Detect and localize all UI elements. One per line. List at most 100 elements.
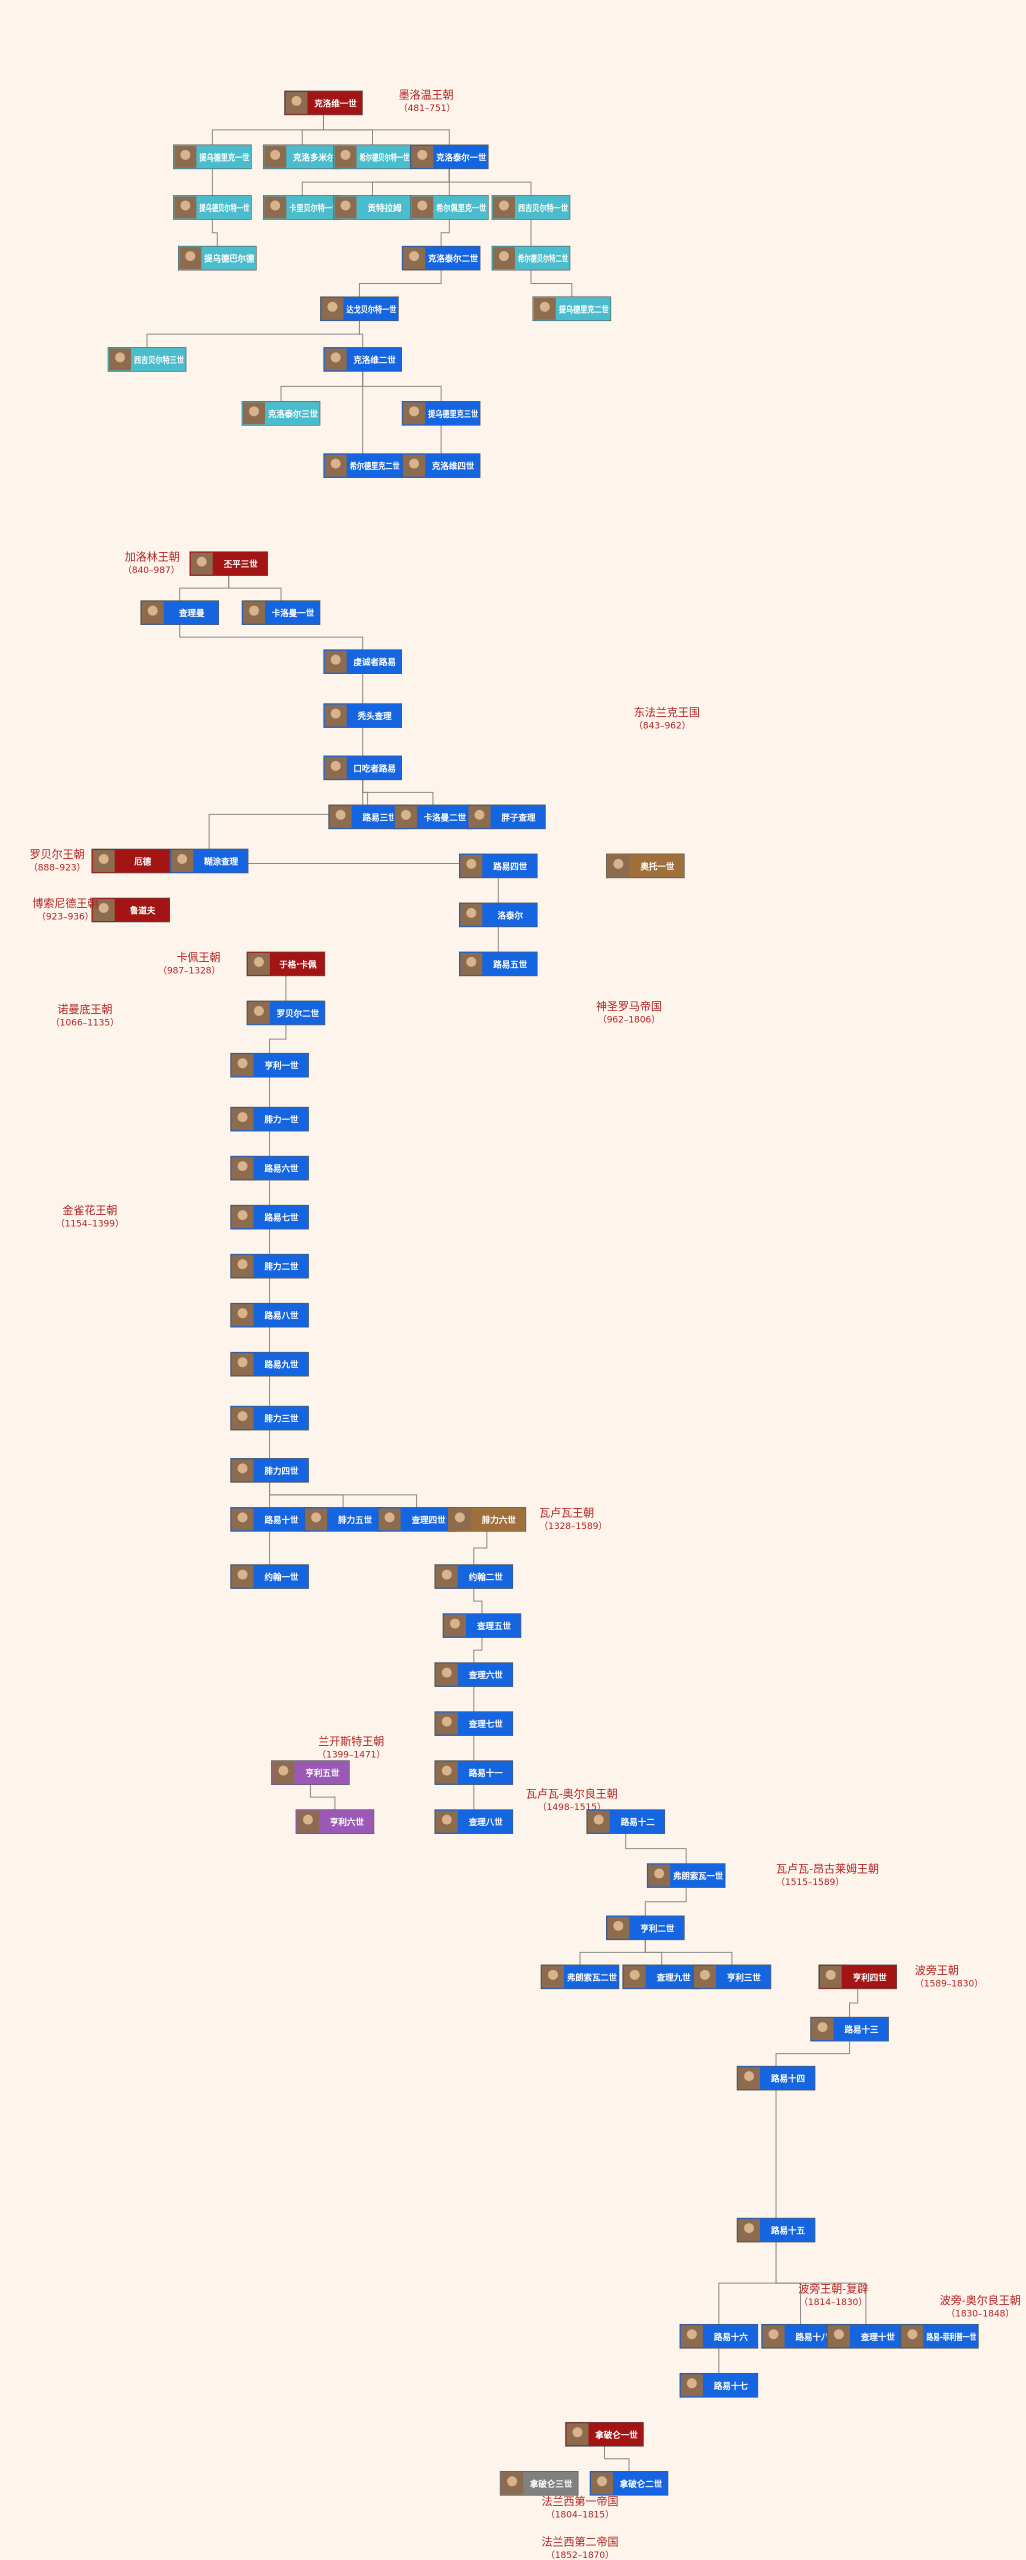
monarch-name: 厄德 xyxy=(134,856,152,867)
monarch-node: 卡洛曼二世 xyxy=(393,804,473,830)
monarch-name: 路易十三 xyxy=(845,2025,880,2036)
monarch-node: 西吉贝尔特三世 xyxy=(107,347,187,372)
monarch-node: 路易三世 xyxy=(328,804,407,830)
connector xyxy=(579,1939,646,1965)
portrait-face xyxy=(237,1512,248,1523)
dynasty-name: 卡佩王朝 xyxy=(177,950,221,964)
dynasty-years: （1515–1589） xyxy=(776,1877,844,1888)
monarch-name: 查理曼 xyxy=(178,608,205,619)
monarch-name: 克洛泰尔二世 xyxy=(428,254,478,265)
portrait-face xyxy=(613,858,624,869)
portrait-face xyxy=(335,809,346,820)
monarch-node: 路易十三 xyxy=(810,2016,889,2042)
portrait-face xyxy=(507,2476,518,2487)
dynasty-name: 波旁王朝 xyxy=(915,1963,959,1977)
portrait-face xyxy=(270,200,281,211)
monarch-node: 卡里贝尔特一世 xyxy=(262,195,342,220)
monarch-name: 亨利五世 xyxy=(305,1768,340,1779)
connector xyxy=(448,168,532,196)
portrait-face xyxy=(409,458,420,469)
monarch-node: 路易七世 xyxy=(230,1204,309,1230)
monarch-name: 希尔佩里克一世 xyxy=(436,203,486,214)
monarch-name: 查理四世 xyxy=(411,1515,447,1526)
portrait-face xyxy=(441,1814,452,1825)
monarch-name: 路易十一 xyxy=(469,1768,504,1779)
monarch-node: 罗贝尔二世 xyxy=(246,1000,326,1026)
monarch-node: 路易十四 xyxy=(736,2065,816,2091)
portrait-face xyxy=(237,1112,248,1123)
dynasty-name: 罗贝尔王朝 xyxy=(30,848,85,861)
monarch-node: 贡特拉姆 xyxy=(333,195,412,220)
portrait-face xyxy=(237,1569,248,1580)
connector xyxy=(625,1833,687,1864)
monarch-node: 希尔德贝尔特二世 xyxy=(491,245,571,271)
monarch-node: 克洛维一世 xyxy=(284,90,363,116)
connector xyxy=(849,1988,859,2018)
monarch-node: 克洛泰尔三世 xyxy=(241,401,321,426)
portrait-face xyxy=(596,2476,607,2487)
portrait-face xyxy=(699,1969,710,1980)
monarch-name: 路易十世 xyxy=(265,1515,300,1526)
monarch-name: 于格·卡佩 xyxy=(279,959,317,970)
portrait-face xyxy=(340,200,351,211)
monarch-node: 希尔德贝尔特一世 xyxy=(333,144,412,170)
connector xyxy=(309,1784,336,1810)
monarch-node: 克洛维四世 xyxy=(401,453,481,478)
monarch-node: 口吃者路易 xyxy=(323,755,402,781)
monarch-node: 路易六世 xyxy=(230,1155,309,1181)
monarch-node: 秃头查理 xyxy=(323,703,402,728)
connector xyxy=(208,779,364,849)
portrait-face xyxy=(409,251,420,262)
portrait-face xyxy=(572,2427,583,2438)
monarch-node: 克洛多米尔 xyxy=(262,144,342,170)
monarch-node: 提乌德贝尔特一世 xyxy=(173,195,252,220)
monarch-name: 路易十七 xyxy=(714,2381,749,2392)
monarch-name: 查理七世 xyxy=(468,1719,504,1730)
portrait-face xyxy=(547,1969,558,1980)
portrait-face xyxy=(180,149,191,160)
monarch-name: 拿破仑二世 xyxy=(619,2479,663,2490)
dynasty-years: （1399–1471） xyxy=(317,1750,385,1761)
portrait-face xyxy=(291,95,302,106)
portrait-face xyxy=(115,352,126,363)
monarch-node: 查理十世 xyxy=(826,2323,906,2349)
connector xyxy=(362,371,442,402)
portrait-face xyxy=(384,1512,395,1523)
monarch-node: 查理曼 xyxy=(140,600,220,625)
portrait-face xyxy=(98,903,109,914)
monarch-name: 腓力五世 xyxy=(338,1515,373,1526)
portrait-face xyxy=(654,1868,665,1879)
monarch-node: 亨利三世 xyxy=(692,1964,772,1990)
portrait-face xyxy=(253,956,264,967)
portrait-face xyxy=(253,1005,264,1016)
monarch-node: 查理九世 xyxy=(622,1964,701,1990)
monarch-name: 罗贝尔二世 xyxy=(277,1008,320,1019)
portrait-face xyxy=(237,1357,248,1368)
portrait-face xyxy=(825,1969,836,1980)
monarch-name: 路易十八 xyxy=(796,2332,831,2343)
monarch-name: 查理十世 xyxy=(860,2332,896,2343)
portrait-face xyxy=(330,352,341,363)
dynasty-years: （1328–1589） xyxy=(539,1521,607,1532)
dynasty-years: （1589–1830） xyxy=(915,1978,983,1989)
connector xyxy=(603,2446,630,2472)
connector xyxy=(301,114,324,145)
portrait-face xyxy=(744,2071,755,2082)
monarch-node: 亨利一世 xyxy=(230,1052,309,1078)
monarch-name: 西吉贝尔特三世 xyxy=(134,355,184,366)
monarch-node: 路易-菲利普一世 xyxy=(900,2323,979,2349)
portrait-face xyxy=(400,809,411,820)
connector xyxy=(644,1887,687,1916)
monarch-name: 拿破仑一世 xyxy=(594,2430,638,2441)
monarch-node: 希尔佩里克一世 xyxy=(409,195,489,220)
monarch-name: 路易十二 xyxy=(621,1817,656,1828)
portrait-face xyxy=(302,1814,313,1825)
portrait-face xyxy=(249,605,260,616)
monarch-name: 路易-菲利普一世 xyxy=(926,2332,976,2343)
monarch-name: 希尔德里克二世 xyxy=(350,461,400,472)
portrait-face xyxy=(768,2329,779,2340)
dynasty-name: 瓦卢瓦-奥尔良王朝 xyxy=(526,1786,618,1800)
monarch-node: 查理六世 xyxy=(434,1662,514,1687)
connector xyxy=(179,575,230,601)
monarch-name: 希尔德贝尔特一世 xyxy=(359,152,409,163)
